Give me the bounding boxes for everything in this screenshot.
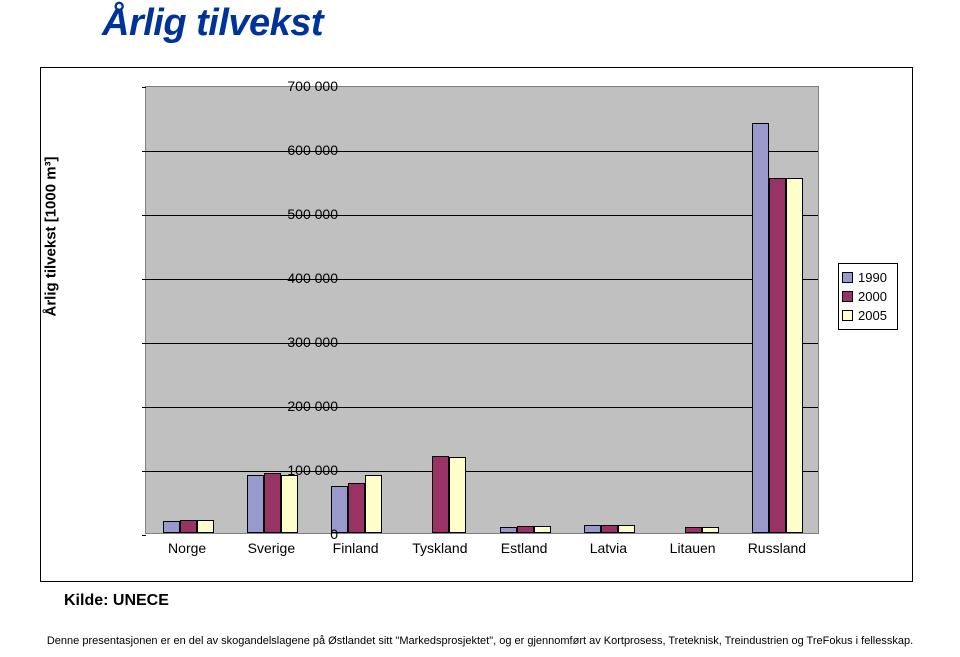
y-tick-label: 300 000 [287,334,338,350]
plot-area [145,86,819,534]
x-tick-label: Estland [501,540,548,556]
bar [517,526,534,533]
legend-item: 2005 [842,306,894,325]
legend-swatch [842,310,853,321]
y-tick-label: 700 000 [287,78,338,94]
bar [584,525,601,533]
y-tick-label: 100 000 [287,462,338,478]
bar [618,525,635,533]
x-tick-label: Russland [748,540,806,556]
bar [197,520,214,533]
page-title: Årlig tilvekst [102,2,323,45]
x-tick-label: Litauen [670,540,716,556]
x-tick-label: Tyskland [412,540,467,556]
bar [500,527,517,533]
legend-label: 2000 [858,289,887,304]
x-tick-label: Norge [168,540,206,556]
x-tick-label: Finland [333,540,379,556]
bar [449,457,466,533]
footer-text: Denne presentasjonen er en del av skogan… [0,635,960,647]
y-axis-title: Årlig tilvekst [1000 m³] [43,156,60,316]
y-tick-label: 200 000 [287,398,338,414]
bar [752,123,769,533]
bar [685,527,702,533]
bar [534,526,551,533]
bar [769,178,786,533]
legend-swatch [842,291,853,302]
bar [365,475,382,533]
bar [163,521,180,533]
x-tick-label: Sverige [248,540,295,556]
legend-item: 1990 [842,268,894,287]
x-tick-label: Latvia [590,540,627,556]
bar [247,475,264,533]
bar [702,527,719,533]
bar [601,525,618,533]
bar [264,473,281,533]
y-tick-label: 400 000 [287,270,338,286]
chart-frame: Årlig tilvekst [1000 m³] 199020002005 01… [40,67,913,582]
source-label: Kilde: UNECE [64,592,169,610]
bar [432,456,449,533]
legend-item: 2000 [842,287,894,306]
legend-label: 1990 [858,270,887,285]
y-tick-label: 500 000 [287,206,338,222]
legend: 1990 2000 2005 [838,263,898,330]
bar [348,483,365,533]
legend-label: 2005 [858,308,887,323]
y-tick-label: 600 000 [287,142,338,158]
bar [786,178,803,533]
bar [281,475,298,533]
bar [180,520,197,533]
legend-swatch [842,272,853,283]
